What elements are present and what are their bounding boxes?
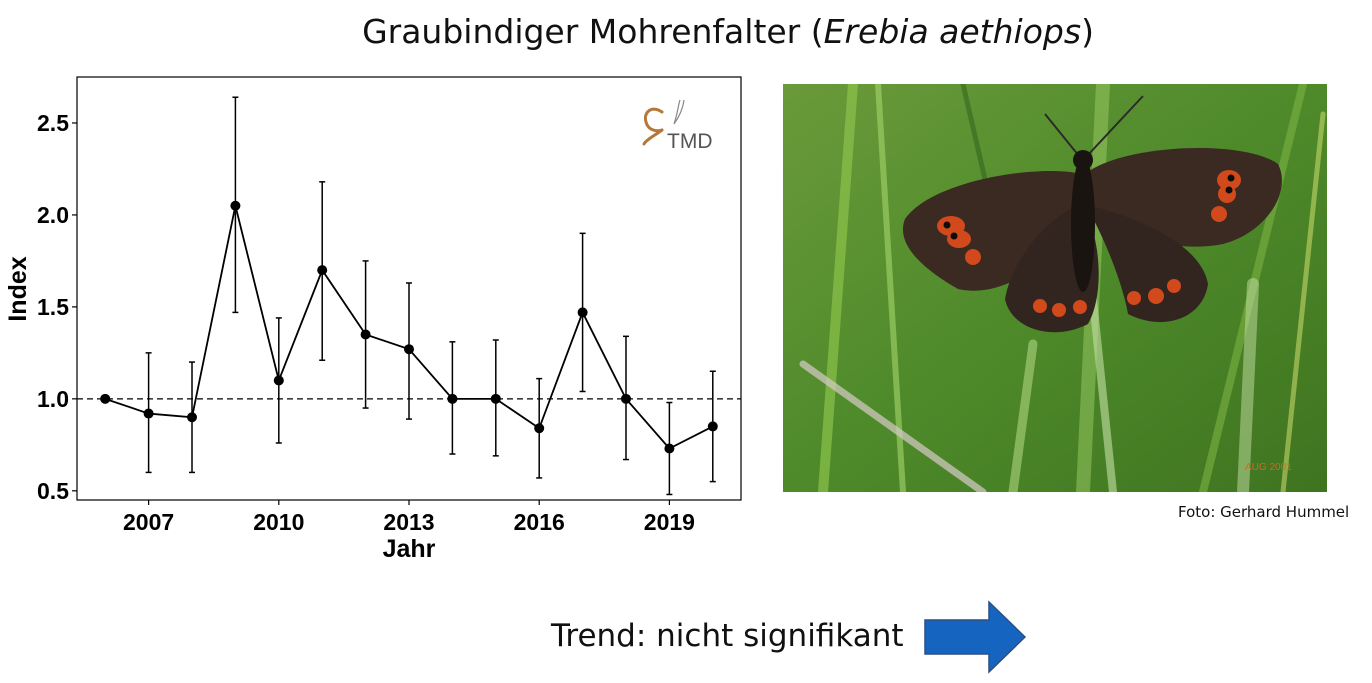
logo-butterfly-upper bbox=[643, 107, 664, 133]
data-point bbox=[317, 265, 328, 276]
y-axis-title: Index bbox=[4, 256, 32, 321]
x-tick-label: 2016 bbox=[514, 509, 565, 535]
arrow-right-icon bbox=[924, 600, 1027, 674]
butterfly-photo: AUG 2001 bbox=[783, 84, 1327, 492]
data-point bbox=[490, 393, 501, 404]
data-point bbox=[447, 393, 458, 404]
photo-date-stamp: AUG 2001 bbox=[1245, 462, 1292, 473]
data-point bbox=[143, 408, 154, 419]
logo-text: TMD bbox=[667, 130, 713, 153]
wing-lower-right bbox=[1085, 204, 1208, 323]
arrow-shape bbox=[924, 600, 1027, 674]
x-axis-title: Jahr bbox=[383, 535, 436, 563]
antenna-left bbox=[1044, 113, 1080, 157]
data-point bbox=[707, 421, 718, 432]
antenna-right bbox=[1086, 95, 1144, 157]
butterfly-head bbox=[1073, 150, 1093, 170]
x-tick-label: 2007 bbox=[123, 509, 174, 535]
title-close: ) bbox=[1081, 12, 1094, 51]
data-point bbox=[360, 329, 371, 340]
page-title: Graubindiger Mohrenfalter (Erebia aethio… bbox=[0, 12, 1372, 51]
y-tick-label: 2.5 bbox=[37, 110, 69, 136]
data-point bbox=[100, 393, 111, 404]
x-tick-label: 2010 bbox=[253, 509, 304, 535]
data-point bbox=[534, 423, 545, 434]
y-tick-label: 1.5 bbox=[37, 294, 69, 320]
butterfly-body bbox=[1071, 156, 1095, 292]
title-species: Erebia aethiops bbox=[823, 12, 1082, 51]
tmd-logo: TMD bbox=[642, 99, 713, 153]
data-point bbox=[577, 307, 588, 318]
trend-text: Trend: nicht signifikant bbox=[551, 618, 904, 654]
x-tick-label: 2019 bbox=[644, 509, 695, 535]
data-point bbox=[620, 393, 631, 404]
y-tick-label: 0.5 bbox=[37, 478, 69, 504]
butterfly bbox=[902, 95, 1282, 333]
logo-butterfly-lower bbox=[642, 128, 664, 146]
data-point bbox=[404, 344, 414, 355]
data-point bbox=[187, 412, 198, 423]
y-tick-label: 2.0 bbox=[37, 202, 69, 228]
logo-butterfly-antenna bbox=[673, 99, 685, 125]
x-tick-label: 2013 bbox=[383, 509, 434, 535]
eye-spots bbox=[943, 174, 1235, 240]
data-point bbox=[273, 375, 284, 386]
data-point bbox=[230, 200, 241, 211]
title-main: Graubindiger Mohrenfalter ( bbox=[362, 12, 824, 51]
y-tick-label: 1.0 bbox=[37, 386, 69, 412]
photo-credit: Foto: Gerhard Hummel bbox=[1178, 503, 1350, 521]
data-point bbox=[664, 443, 675, 454]
